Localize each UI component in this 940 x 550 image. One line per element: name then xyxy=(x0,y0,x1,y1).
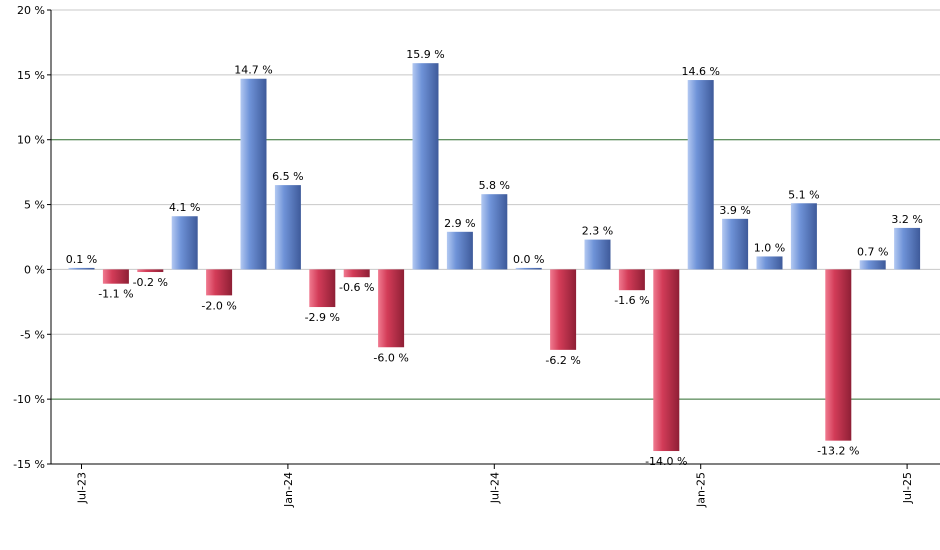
data-label-Aug-24: 0.0 % xyxy=(513,253,544,266)
data-label-May-25: -13.2 % xyxy=(817,445,859,458)
bar-May-25 xyxy=(825,269,852,441)
x-tick-label: Jul-25 xyxy=(901,472,914,504)
bar-Nov-24 xyxy=(618,269,645,291)
bar-Oct-23 xyxy=(171,216,198,270)
bar-Aug-23 xyxy=(102,269,129,284)
bars xyxy=(68,63,921,452)
bar-Aug-24 xyxy=(515,267,542,270)
data-label-Jun-25: 0.7 % xyxy=(857,245,888,258)
bar-Jul-24 xyxy=(481,194,508,270)
bar-Jan-24 xyxy=(274,185,301,270)
bar-Mar-25 xyxy=(756,256,783,270)
data-label-Jul-23: 0.1 % xyxy=(66,253,97,266)
bar-Sep-23 xyxy=(137,269,164,273)
data-label-Jan-24: 6.5 % xyxy=(272,170,303,183)
data-label-Jan-25: 14.6 % xyxy=(681,65,719,78)
data-label-Apr-24: -6.0 % xyxy=(373,351,408,364)
data-label-May-24: 15.9 % xyxy=(406,48,444,61)
data-label-Dec-24: -14.0 % xyxy=(645,455,687,468)
bar-Nov-23 xyxy=(206,269,233,296)
data-label-Aug-23: -1.1 % xyxy=(98,288,133,301)
bar-Jul-23 xyxy=(68,267,95,270)
data-label-Oct-23: 4.1 % xyxy=(169,201,200,214)
data-label-Oct-24: 2.3 % xyxy=(582,225,613,238)
data-label-Apr-25: 5.1 % xyxy=(788,188,819,201)
bar-Feb-25 xyxy=(722,218,749,270)
y-tick-label: 0 % xyxy=(24,263,45,276)
bar-May-24 xyxy=(412,63,439,270)
y-tick-label: 20 % xyxy=(17,4,45,17)
x-tick-label: Jul-23 xyxy=(76,472,89,504)
bar-Oct-24 xyxy=(584,239,611,270)
data-label-Nov-23: -2.0 % xyxy=(201,299,236,312)
data-label-Jul-24: 5.8 % xyxy=(479,179,510,192)
bar-Dec-24 xyxy=(653,269,680,452)
y-tick-label: 10 % xyxy=(17,134,45,147)
y-tick-label: 15 % xyxy=(17,69,45,82)
data-labels: 0.1 % -1.1 %-0.2 % 4.1 % -2.0 % 14.7 % 6.5 % -… xyxy=(66,48,923,468)
bar-Apr-24 xyxy=(378,269,405,348)
data-label-Mar-24: -0.6 % xyxy=(339,281,374,294)
bar-Jun-24 xyxy=(446,231,473,270)
x-tick-label: Jan-25 xyxy=(695,472,708,508)
bar-Jun-25 xyxy=(859,260,886,270)
y-tick-label: -5 % xyxy=(20,328,45,341)
bar-Jul-25 xyxy=(894,227,921,270)
bar-Feb-24 xyxy=(309,269,336,308)
bar-Dec-23 xyxy=(240,78,267,270)
y-tick-label: -15 % xyxy=(13,458,45,471)
y-tick-label: -10 % xyxy=(13,393,45,406)
data-label-Nov-24: -1.6 % xyxy=(614,294,649,307)
data-label-Sep-23: -0.2 % xyxy=(133,276,168,289)
data-label-Feb-25: 3.9 % xyxy=(719,204,750,217)
data-label-Jul-25: 3.2 % xyxy=(891,213,922,226)
bar-Sep-24 xyxy=(550,269,577,350)
data-label-Sep-24: -6.2 % xyxy=(545,354,580,367)
x-tick-label: Jan-24 xyxy=(282,472,295,508)
data-label-Jun-24: 2.9 % xyxy=(444,217,475,230)
x-tick-label: Jul-24 xyxy=(488,472,501,504)
axes: 20 % 15 % 10 % 5 % 0 % -5 % -10 % -15 % Jul-23 Ja… xyxy=(13,4,940,508)
data-label-Mar-25: 1.0 % xyxy=(754,241,785,254)
bar-Apr-25 xyxy=(790,203,817,270)
bar-Mar-24 xyxy=(343,269,370,278)
bar-Jan-25 xyxy=(687,80,714,270)
data-label-Feb-24: -2.9 % xyxy=(305,311,340,324)
y-tick-label: 5 % xyxy=(24,199,45,212)
data-label-Dec-23: 14.7 % xyxy=(234,64,272,77)
